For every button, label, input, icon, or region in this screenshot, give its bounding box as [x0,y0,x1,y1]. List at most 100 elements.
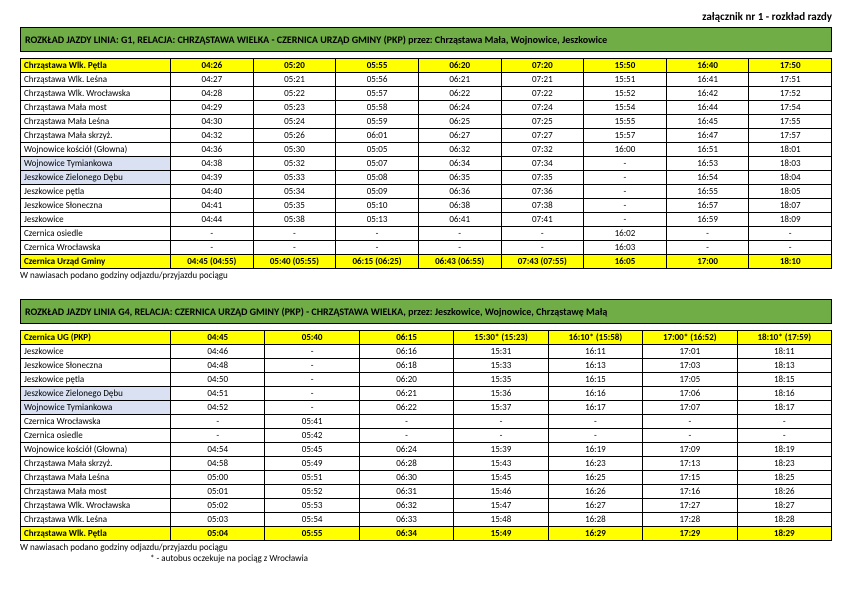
time-cell: 05:35 [253,199,336,213]
time-cell: - [737,429,831,443]
time-cell: 07:32 [501,143,584,157]
time-cell: 16:27 [548,499,642,513]
stop-name: Wojnowice kościół (Głowna) [21,143,171,157]
time-cell: - [454,429,548,443]
header-time: 05:40 [265,331,359,345]
header-time: 04:26 [171,59,254,73]
time-cell: 16:55 [666,185,749,199]
time-cell: - [584,213,667,227]
table-row: Chrząstawa Wlk. Leśna04:2705:2105:5606:2… [21,73,832,87]
time-cell: - [265,373,359,387]
stop-name: Jeszkowice pętla [21,185,171,199]
time-cell: 07:25 [501,115,584,129]
time-cell: 15:52 [584,87,667,101]
time-cell: 16:02 [584,227,667,241]
time-cell: 05:34 [253,185,336,199]
time-cell: 06:31 [359,485,453,499]
time-cell: - [643,415,737,429]
time-cell: 16:59 [666,213,749,227]
time-cell: 05:41 [265,415,359,429]
time-cell: - [253,241,336,255]
table-footer-row: Chrząstawa Wlk. Pętla05:0405:5506:3415:4… [21,527,832,541]
table-row: Chrząstawa Mała skrzyż.04:5805:4906:2815… [21,457,832,471]
time-cell: 17:03 [643,359,737,373]
footer-time: 17:29 [643,527,737,541]
header-time: 16:10* (15:58) [548,331,642,345]
table-row: Chrząstawa Wlk. Wrocławska04:2805:2205:5… [21,87,832,101]
table-row: Chrząstawa Wlk. Wrocławska05:0205:5306:3… [21,499,832,513]
table-note: W nawiasach podano godziny odjazdu/przyj… [20,542,832,553]
time-cell: 06:36 [418,185,501,199]
table-row: Czernica Wrocławska-05:41----- [21,415,832,429]
time-cell: - [336,241,419,255]
stop-name: Chrząstawa Mała Leśna [21,471,171,485]
footer-time: 18:10 [749,255,832,269]
table-row: Jeszkowice pętla04:4005:3405:0906:3607:3… [21,185,832,199]
time-cell: 07:34 [501,157,584,171]
time-cell: 05:22 [253,87,336,101]
time-cell: 16:16 [548,387,642,401]
time-cell: 04:44 [171,213,254,227]
footer-time: 17:00 [666,255,749,269]
time-cell: 18:11 [737,345,831,359]
time-cell: - [643,429,737,443]
time-cell: - [584,185,667,199]
time-cell: 17:52 [749,87,832,101]
time-cell: - [584,171,667,185]
time-cell: 16:42 [666,87,749,101]
time-cell: - [265,359,359,373]
footer-time: 18:29 [737,527,831,541]
time-cell: - [454,415,548,429]
footer-time: 15:49 [454,527,548,541]
table-note-asterisk: * - autobus oczekuje na pociąg z Wrocław… [150,553,832,564]
time-cell: 15:31 [454,345,548,359]
table-row: Chrząstawa Mała Leśna05:0005:5106:3015:4… [21,471,832,485]
time-cell: 04:40 [171,185,254,199]
time-cell: 18:05 [749,185,832,199]
time-cell: 05:00 [171,471,265,485]
time-cell: 04:54 [171,443,265,457]
footer-time: 16:05 [584,255,667,269]
table-footer-row: Czernica Urząd Gminy04:45 (04:55)05:40 (… [21,255,832,269]
page-title: załącznik nr 1 - rozkład razdy [20,10,832,23]
time-cell: 18:16 [737,387,831,401]
stop-name: Czernica Wrocławska [21,415,171,429]
time-cell: 06:16 [359,345,453,359]
time-cell: 18:23 [737,457,831,471]
table-row: Chrząstawa Wlk. Leśna05:0305:5406:3315:4… [21,513,832,527]
time-cell: 05:07 [336,157,419,171]
table-row: Jeszkowice pętla04:50-06:2015:3516:1517:… [21,373,832,387]
time-cell: 04:27 [171,73,254,87]
time-cell: 17:09 [643,443,737,457]
timetable-block: ROZKŁAD JAZDY LINIA: G1, RELACJA: CHRZĄS… [20,27,832,281]
time-cell: - [501,241,584,255]
time-cell: 05:56 [336,73,419,87]
time-cell: 06:35 [418,171,501,185]
time-cell: 15:33 [454,359,548,373]
table-header-row: Czernica UG (PKP)04:4505:4006:1515:30* (… [21,331,832,345]
table-row: Chrząstawa Mała Leśna04:3005:2405:5906:2… [21,115,832,129]
time-cell: 04:38 [171,157,254,171]
time-cell: 17:06 [643,387,737,401]
time-cell: 07:24 [501,101,584,115]
time-cell: 16:15 [548,373,642,387]
time-cell: - [548,415,642,429]
time-cell: 07:22 [501,87,584,101]
time-cell: 16:19 [548,443,642,457]
time-cell: 16:11 [548,345,642,359]
time-cell: - [418,227,501,241]
time-cell: 04:52 [171,401,265,415]
time-cell: 15:57 [584,129,667,143]
time-cell: 05:32 [253,157,336,171]
time-cell: 05:49 [265,457,359,471]
time-cell: 05:38 [253,213,336,227]
table-row: Wojnowice Tymiankowa04:3805:3205:0706:34… [21,157,832,171]
time-cell: 15:36 [454,387,548,401]
time-cell: 17:16 [643,485,737,499]
time-cell: 06:01 [336,129,419,143]
time-cell: - [336,227,419,241]
time-cell: 17:28 [643,513,737,527]
time-cell: 16:00 [584,143,667,157]
header-time: 16:40 [666,59,749,73]
time-cell: 18:13 [737,359,831,373]
